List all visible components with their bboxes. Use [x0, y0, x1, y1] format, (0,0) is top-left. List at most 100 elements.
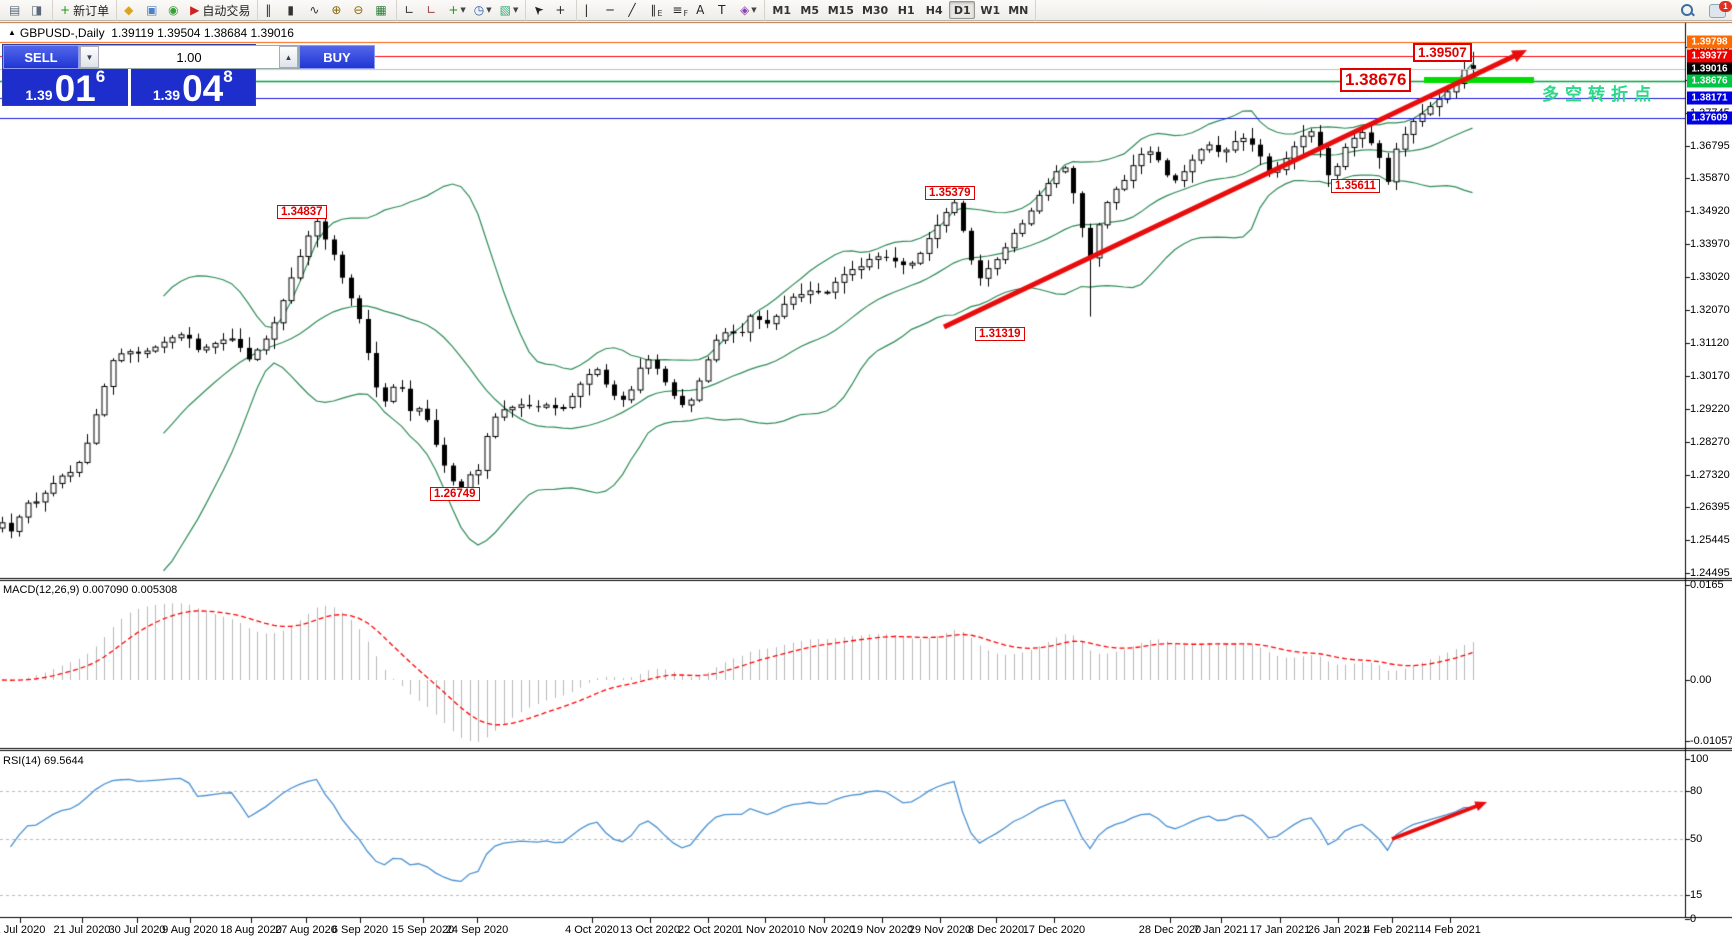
indicator-window-button[interactable]: ∟ — [401, 1, 421, 19]
price-annotation[interactable]: 1.35379 — [925, 186, 975, 200]
new-order-icon: + — [60, 3, 71, 17]
time-axis-label: 24 Sep 2020 — [445, 924, 509, 936]
add-indicator-button[interactable]: + ▼ — [445, 1, 468, 19]
timeframe-m1-button[interactable]: M1 — [769, 1, 795, 19]
toolbar-group: | ─ ╱ ∥ E ≡ F A T ◈ ▼ — [577, 0, 765, 21]
search-icon[interactable] — [1681, 3, 1695, 18]
toolbar-group: + 新订单 — [53, 0, 118, 21]
time-axis-label: 15 Sep 2020 — [391, 924, 455, 936]
vertical-line-button[interactable]: | — [581, 1, 601, 19]
chevron-down-icon[interactable]: ▼ — [513, 6, 519, 14]
price-annotation[interactable]: 1.35611 — [1331, 179, 1380, 193]
price-annotation[interactable]: 1.39507 — [1413, 43, 1472, 62]
chevron-down-icon[interactable]: ▼ — [486, 6, 492, 14]
timeframe-m30-button[interactable]: M30 — [859, 1, 891, 19]
buy-price[interactable]: 1.39 04 8 — [152, 67, 233, 109]
metaeditor-icon: ◆ — [124, 3, 134, 17]
crosshair-button[interactable]: + — [552, 1, 572, 19]
price-annotation[interactable]: 1.26749 — [430, 487, 480, 501]
time-axis-label: 28 Dec 2020 — [1138, 924, 1202, 936]
macd-values: 0.007090 0.005308 — [82, 584, 178, 596]
add-indicator-icon: + — [448, 3, 459, 17]
price-tick-label: 1.25445 — [1690, 534, 1730, 547]
metaeditor-button[interactable]: ◆ — [121, 1, 141, 19]
price-annotation[interactable]: 1.34837 — [277, 205, 327, 219]
timeframe-w1-button[interactable]: W1 — [977, 1, 1003, 19]
price-annotation[interactable]: 1.31319 — [975, 327, 1025, 341]
autotrading-button[interactable]: ▶ 自动交易 — [187, 1, 253, 19]
zoom-in-button[interactable]: ⊕ — [328, 1, 348, 19]
time-axis-label: 29 Nov 2020 — [908, 924, 972, 936]
templates-button[interactable]: ▧ ▼ — [497, 1, 522, 19]
signals-button[interactable]: ◉ — [165, 1, 185, 19]
zoom-out-button[interactable]: ⊖ — [350, 1, 370, 19]
timeframe-h1-button[interactable]: H1 — [893, 1, 919, 19]
time-axis-label: 13 Oct 2020 — [620, 924, 680, 936]
buy-button[interactable]: BUY — [299, 45, 375, 69]
zoom-in-icon: ⊕ — [331, 3, 342, 17]
equidistant-channel-button[interactable]: ∥ E — [647, 1, 667, 19]
new-chart-button[interactable]: ▤ — [6, 1, 26, 19]
new-order-button[interactable]: + 新订单 — [57, 1, 112, 19]
turning-point-note[interactable]: 多空转折点 — [1542, 85, 1657, 104]
volume-decrease-button[interactable]: ▼ — [80, 46, 99, 68]
periods-button[interactable]: ◷ ▼ — [471, 1, 495, 19]
bar-chart-mode-icon: ‖ — [265, 3, 272, 17]
volume-input[interactable] — [99, 46, 279, 68]
fibonacci-button[interactable]: ≡ F — [669, 1, 691, 19]
line-chart-mode-icon: ∿ — [309, 3, 320, 17]
price-tick-label: 1.34920 — [1690, 205, 1730, 217]
timeframe-m15-button[interactable]: M15 — [825, 1, 857, 19]
chevron-down-icon[interactable]: ▼ — [460, 6, 466, 14]
price-annotation[interactable]: 1.38676 — [1340, 68, 1412, 92]
time-axis-label: 18 Aug 2020 — [220, 924, 282, 936]
chevron-down-icon[interactable]: ▼ — [751, 6, 757, 14]
line-chart-mode-button[interactable]: ∿ — [306, 1, 326, 19]
time-axis-label: 14 Feb 2021 — [1419, 924, 1481, 936]
trade-panel-top-row: SELL ▼ ▲ BUY — [3, 45, 375, 69]
chart-symbol-period: GBPUSD-,Daily — [19, 26, 105, 40]
macd-label: MACD(12,26,9) 0.007090 0.005308 — [3, 584, 178, 596]
cursor-button[interactable]: ➤ — [530, 1, 550, 19]
price-tick-label: 1.36795 — [1690, 139, 1730, 152]
arrow-objects-icon: ◈ — [740, 3, 750, 17]
price-badge: 1.39377 — [1687, 49, 1732, 63]
bar-chart-mode-button[interactable]: ‖ — [262, 1, 282, 19]
chart-ohlc-values: 1.39119 1.39504 1.38684 1.39016 — [111, 26, 294, 40]
tile-windows-button[interactable]: ▦ — [372, 1, 392, 19]
toolbar-group: ▤ ◨ — [2, 0, 53, 21]
macd-tick-label: 0.00 — [1690, 674, 1712, 686]
text-label-button[interactable]: T — [715, 1, 735, 19]
trendline-button[interactable]: ╱ — [625, 1, 645, 19]
price-tick-label: 1.29220 — [1690, 402, 1730, 415]
price-tick-label: 1.35870 — [1690, 172, 1730, 184]
arrow-objects-button[interactable]: ◈ ▼ — [737, 1, 760, 19]
price-tick-label: 1.24495 — [1690, 567, 1730, 580]
candlestick-mode-button[interactable]: ▮ — [284, 1, 304, 19]
sell-price[interactable]: 1.39 01 6 — [25, 67, 106, 109]
rsi-tick-label: 80 — [1690, 785, 1703, 797]
horizontal-line-icon: ─ — [606, 3, 614, 17]
indicator-window-add-button[interactable]: ∟ — [423, 1, 443, 19]
indicator-window-icon: ∟ — [404, 3, 415, 17]
chat-icon[interactable]: 1 — [1709, 0, 1732, 18]
timeframe-h4-button[interactable]: H4 — [921, 1, 947, 19]
timeframe-d1-button[interactable]: D1 — [949, 1, 976, 19]
time-axis-label: 8 Dec 2020 — [967, 924, 1025, 936]
sell-button[interactable]: SELL — [3, 45, 79, 69]
profiles-button[interactable]: ◨ — [28, 1, 48, 19]
web-request-button[interactable]: ▣ — [143, 1, 163, 19]
text-button[interactable]: A — [693, 1, 713, 19]
time-axis-label: 30 Jul 2020 — [108, 924, 166, 936]
timeframe-m5-button[interactable]: M5 — [797, 1, 823, 19]
toolbar-group: ◆ ▣ ◉ ▶ 自动交易 — [117, 0, 259, 21]
horizontal-line-button[interactable]: ─ — [603, 1, 623, 19]
window-marker-icon: ▲ — [8, 28, 16, 37]
timeframe-mn-button[interactable]: MN — [1005, 1, 1031, 19]
price-tick-label: 1.28270 — [1690, 435, 1730, 448]
time-axis-label: 10 Nov 2020 — [792, 924, 856, 936]
volume-increase-button[interactable]: ▲ — [279, 46, 298, 68]
